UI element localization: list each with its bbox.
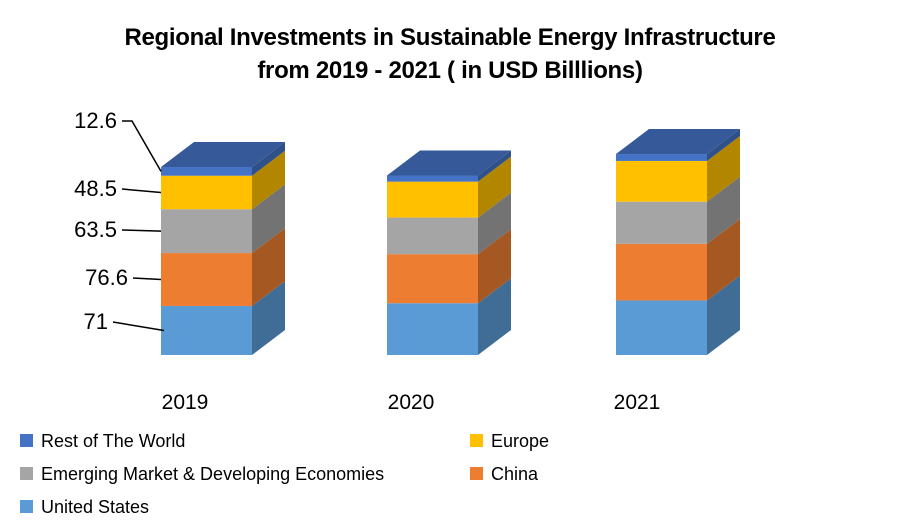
- bar-2020-europe-front: [387, 181, 478, 218]
- chart-title-line2: from 2019 - 2021 ( in USD Billlions): [257, 57, 643, 84]
- bar-2019-united-states-side: [252, 280, 285, 355]
- bar-2019-top: [161, 142, 285, 168]
- bar-2021-top: [616, 129, 740, 155]
- bar-2020-rest-of-the-world-front: [387, 175, 478, 182]
- bar-2019-europe-side: [252, 150, 285, 210]
- bar-2019-china-side: [252, 228, 285, 306]
- data-label-europe: 48.5: [74, 176, 117, 201]
- legend-label-europe: Europe: [491, 431, 550, 451]
- bar-2020-top: [387, 150, 511, 176]
- bar-2020-europe-side: [478, 156, 511, 218]
- data-label-emerging-market: 63.5: [74, 217, 117, 242]
- callout-line-0: [122, 120, 162, 172]
- legend-item-united-states: United States: [20, 497, 470, 530]
- bar-2021-rest-of-the-world-front: [616, 154, 707, 161]
- bar-2019-europe-front: [161, 175, 252, 210]
- bar-2020-united-states-side: [478, 278, 511, 355]
- bar-2020-china-front: [387, 254, 478, 304]
- x-axis-label-2021: 2021: [613, 391, 661, 414]
- data-label-united-states: 71: [83, 309, 108, 334]
- legend-item-rest-of-the-world: Rest of The World: [20, 431, 470, 464]
- bar-2019-rest-of-the-world-front: [161, 167, 252, 176]
- legend-item-europe: Europe: [470, 431, 880, 464]
- x-axis-label-2019: 2019: [161, 391, 209, 414]
- legend-label-emerging-market: Emerging Market & Developing Economies: [41, 464, 385, 484]
- bar-2021-rest-of-the-world-side: [707, 129, 740, 161]
- data-label-china: 76.6: [85, 265, 128, 290]
- x-axis-label-2020: 2020: [387, 391, 435, 414]
- bar-2020-emerging-market-developing-economies-front: [387, 217, 478, 255]
- bar-2021-united-states-front: [616, 300, 707, 355]
- chart-title: Regional Investments in Sustainable Ener…: [0, 21, 900, 87]
- bar-2020-united-states-front: [387, 303, 478, 355]
- bar-2021-europe-side: [707, 135, 740, 202]
- bar-2020-rest-of-the-world-side: [478, 150, 511, 182]
- callout-line-3: [132, 277, 162, 281]
- legend-item-emerging-market: Emerging Market & Developing Economies: [20, 464, 470, 497]
- legend-label-china: China: [491, 464, 539, 484]
- bar-2021-europe-front: [616, 160, 707, 202]
- bar-2019-china-front: [161, 253, 252, 306]
- legend-swatch-rest-of-the-world: [20, 434, 33, 447]
- bar-2021-emerging-market-developing-economies-side: [707, 176, 740, 244]
- bar-2021-united-states-side: [707, 275, 740, 355]
- chart-title-line1: Regional Investments in Sustainable Ener…: [124, 24, 776, 51]
- callout-line-1: [121, 188, 162, 194]
- bar-2019-emerging-market-developing-economies-side: [252, 184, 285, 254]
- chart-legend: Rest of The World Europe Emerging Market…: [20, 431, 880, 530]
- callout-line-4: [112, 321, 165, 332]
- bar-2021-emerging-market-developing-economies-front: [616, 201, 707, 244]
- bar-2021-china-side: [707, 218, 740, 301]
- legend-swatch-united-states: [20, 500, 33, 513]
- data-label-rest-of-the-world: 12.6: [74, 108, 117, 133]
- legend-swatch-china: [470, 467, 483, 480]
- legend-item-china: China: [470, 464, 880, 497]
- legend-label-united-states: United States: [41, 497, 150, 517]
- bar-2019-rest-of-the-world-side: [252, 142, 285, 176]
- legend-swatch-emerging-market: [20, 467, 33, 480]
- bar-2019-united-states-front: [161, 305, 252, 355]
- bar-2020-emerging-market-developing-economies-side: [478, 192, 511, 255]
- bar-2019-emerging-market-developing-economies-front: [161, 209, 252, 254]
- legend-label-rest-of-the-world: Rest of The World: [41, 431, 186, 451]
- bar-2021-china-front: [616, 243, 707, 301]
- callout-line-2: [121, 229, 162, 232]
- legend-swatch-europe: [470, 434, 483, 447]
- bar-2020-china-side: [478, 229, 511, 304]
